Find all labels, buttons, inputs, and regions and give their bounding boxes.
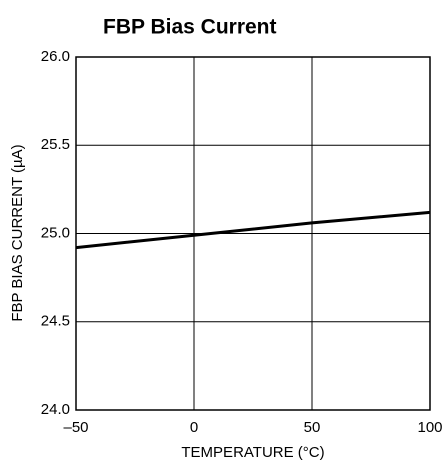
data-line (75, 210, 431, 250)
y-tick-label: 24.5 (41, 313, 70, 330)
x-tick-label: 100 (417, 419, 442, 436)
x-tick-label: –50 (63, 419, 88, 436)
chart-title: FBP Bias Current (103, 16, 277, 39)
y-tick-label: 25.0 (41, 224, 70, 241)
x-axis-label: TEMPERATURE (°C) (181, 444, 324, 461)
y-tick-label: 24.0 (41, 401, 70, 418)
x-tick-label: 50 (304, 419, 321, 436)
y-tick-label: 25.5 (41, 136, 70, 153)
x-tick-label: 0 (190, 419, 198, 436)
y-axis-label: FBP BIAS CURRENT (µA) (9, 144, 26, 321)
y-tick-label: 26.0 (41, 48, 70, 65)
